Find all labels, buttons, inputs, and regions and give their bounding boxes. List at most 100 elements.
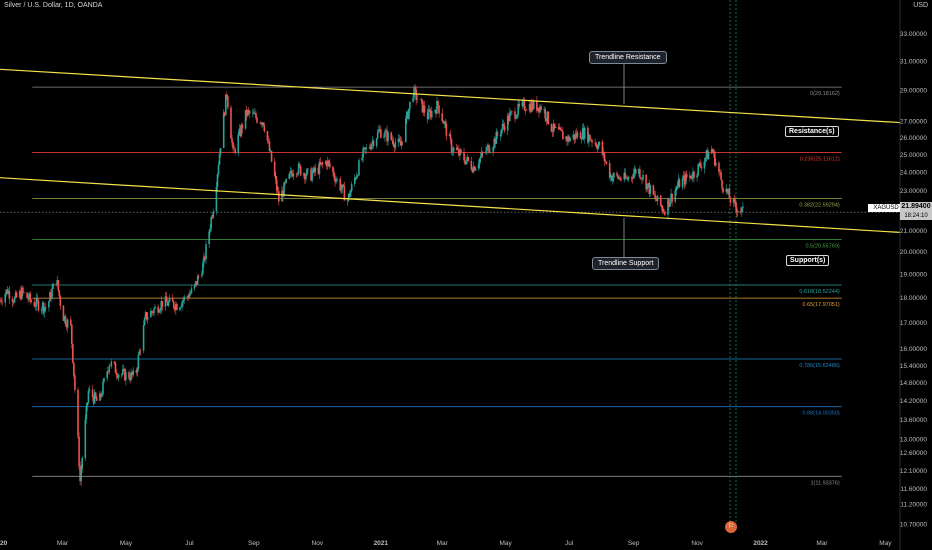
candle-body	[102, 381, 104, 395]
candle-body	[107, 371, 110, 373]
candle-body	[248, 111, 251, 114]
candle-body	[195, 281, 198, 285]
candle-body	[595, 143, 597, 147]
candle-body	[62, 305, 65, 322]
candle-body	[400, 141, 403, 146]
candle-body	[487, 144, 489, 148]
price-axis[interactable]: 33.00000 31.00000 29.00000 27.00000 26.00000…	[899, 0, 927, 550]
candle-body	[157, 306, 159, 313]
fib-level-label: 0.382(22.59294)	[799, 203, 840, 209]
support-zone-label[interactable]: Support(s)	[786, 255, 830, 266]
candle-body	[545, 118, 548, 121]
candle-body	[262, 122, 265, 126]
candle-body	[74, 375, 76, 390]
trendlines[interactable]	[0, 64, 901, 257]
candle-body	[321, 162, 324, 164]
candle-body	[6, 289, 9, 294]
candle-body	[412, 97, 414, 102]
candle-body	[579, 132, 582, 139]
candle-body	[719, 171, 721, 173]
candle-body	[654, 195, 657, 200]
candle-body	[499, 134, 502, 136]
candle-body	[193, 284, 196, 289]
candle-body	[291, 173, 294, 177]
candle-body	[100, 393, 102, 397]
price-tick-label: 24.00000	[900, 170, 927, 177]
candle-body	[690, 175, 692, 179]
price-tick-label: 31.00000	[900, 58, 927, 65]
candle-body	[645, 174, 647, 190]
candle-body	[626, 178, 629, 180]
resistance-zone-label[interactable]: Resistance(s)	[785, 126, 839, 137]
candle-body	[365, 147, 368, 150]
candle-body	[290, 171, 293, 174]
candle-body	[274, 175, 277, 180]
candle-body	[638, 169, 640, 174]
candle-body	[166, 302, 169, 306]
candle-body	[544, 109, 547, 119]
candle-body	[720, 172, 722, 180]
candle-body	[428, 109, 431, 111]
candle-body	[175, 303, 177, 311]
candle-body	[167, 301, 170, 306]
candle-body	[531, 102, 534, 109]
time-axis[interactable]: 2020 Mar May Jul Sep Nov 2021 Mar May Jul Sep Nov 20…	[0, 540, 892, 547]
candle-body	[721, 179, 723, 189]
candle-body	[634, 168, 637, 174]
candle-body	[327, 160, 330, 163]
candle-body	[398, 138, 401, 142]
candle-body	[394, 142, 397, 148]
candle-body	[80, 469, 82, 482]
time-tick-label: Jul	[185, 540, 194, 547]
candle-body	[26, 292, 28, 299]
candle-body	[401, 141, 404, 143]
candle-body	[392, 140, 395, 146]
price-tick-label: 20.00000	[900, 249, 927, 256]
candle-body	[620, 179, 622, 181]
candle-body	[237, 134, 240, 153]
candle-body	[21, 287, 23, 300]
time-tick-label: Nov	[312, 540, 324, 547]
candle-body	[349, 190, 352, 197]
candle-body	[299, 166, 302, 176]
candle-body	[501, 123, 504, 130]
candle-body	[12, 302, 15, 303]
candle-body	[231, 138, 233, 143]
candle-body	[288, 173, 291, 179]
candle-body	[536, 100, 538, 111]
fib-level-label: 0.786(15.62486)	[799, 363, 840, 369]
candle-body	[371, 140, 374, 145]
candle-body	[150, 310, 152, 318]
trendline-support-label[interactable]: Trendline Support	[592, 257, 660, 270]
candle-body	[713, 151, 716, 166]
candle-body	[639, 169, 641, 178]
earnings-event-icon[interactable]: ⚐	[725, 521, 737, 533]
candle-body	[48, 301, 50, 308]
candle-body	[196, 276, 199, 285]
candle-body	[630, 177, 633, 178]
candle-body	[574, 133, 577, 140]
candle-body	[669, 202, 671, 207]
trendline	[0, 177, 901, 234]
candle-body	[362, 148, 364, 158]
candle-body	[81, 458, 83, 470]
candle-body	[597, 144, 600, 150]
candle-body	[56, 280, 59, 284]
candle-body	[326, 160, 329, 167]
candle-body	[415, 89, 417, 100]
candle-body	[465, 160, 467, 165]
trendline-resistance-label[interactable]: Trendline Resistance	[589, 51, 667, 64]
candle-body	[458, 149, 460, 156]
candle-body	[561, 130, 563, 132]
candle-body	[106, 371, 108, 379]
candle-body	[479, 156, 482, 159]
candlestick-series[interactable]	[0, 84, 744, 486]
time-tick-label: Mar	[437, 540, 449, 547]
candle-body	[310, 168, 312, 181]
candle-body	[609, 175, 612, 178]
candle-body	[268, 141, 271, 151]
candle-body	[699, 163, 702, 167]
candle-body	[627, 177, 630, 180]
candle-body	[52, 283, 54, 289]
